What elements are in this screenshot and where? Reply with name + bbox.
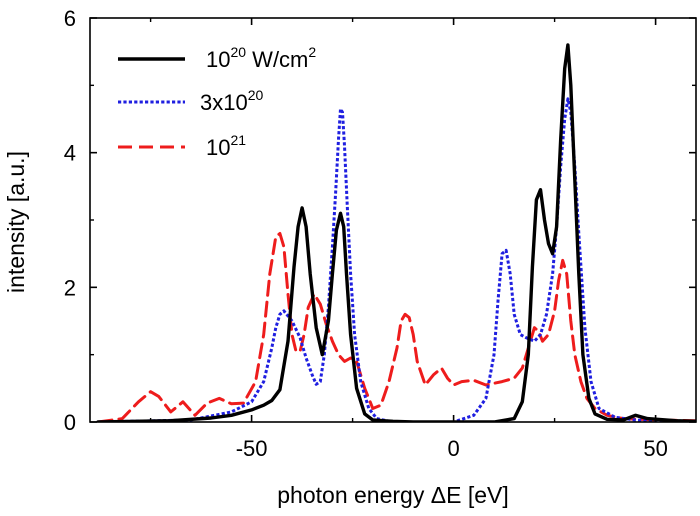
series-line-2 <box>98 97 696 422</box>
x-tick-label: -50 <box>236 436 268 461</box>
y-tick-label: 2 <box>64 275 76 300</box>
tick-layer: -50 0 50 0 2 4 6 <box>64 6 696 461</box>
series-line-3 <box>96 232 696 422</box>
x-axis-label: photon energy ΔE [eV] <box>277 482 508 508</box>
x-tick-label: 0 <box>447 436 459 461</box>
y-tick-label: 6 <box>64 6 76 31</box>
x-tick-label: 50 <box>643 436 667 461</box>
series-layer <box>96 43 696 422</box>
legend-label-2: 3x1020 <box>200 87 264 115</box>
series-line-1 <box>96 43 696 422</box>
y-tick-label: 4 <box>64 141 76 166</box>
y-axis-label: intensity [a.u.] <box>3 151 29 293</box>
y-tick-label: 0 <box>64 410 76 435</box>
legend-label-1: 1020 W/cm2 <box>206 44 316 72</box>
plot-frame <box>89 17 697 423</box>
legend-label-3: 1021 <box>206 132 246 160</box>
legend: 1020 W/cm2 3x1020 1021 <box>118 44 316 160</box>
